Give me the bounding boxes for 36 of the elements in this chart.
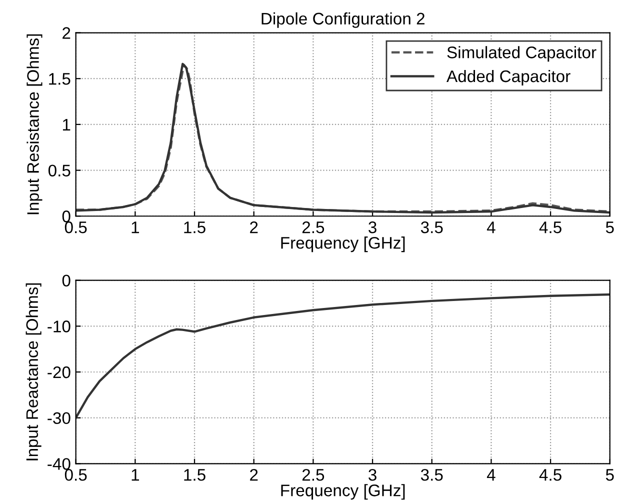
x-tick-label: 1.5	[184, 469, 206, 481]
y-tick-label: 0	[62, 274, 70, 287]
y-tick-label: 1	[62, 119, 70, 130]
x-tick-label: 5	[606, 222, 614, 234]
x-tick-label: 1.5	[184, 222, 206, 234]
x-axis-title: Frequency [GHz]	[281, 236, 405, 252]
x-tick-label: 2.5	[302, 221, 324, 234]
y-tick-label: 2	[62, 27, 70, 39]
x-tick-label: 2	[250, 468, 258, 481]
y-tick-label: -40	[48, 458, 70, 470]
y-tick-label: 1.5	[49, 73, 70, 85]
y-tick-label: 0	[62, 210, 70, 222]
x-axis-title: Frequency [GHz]	[281, 484, 405, 500]
x-tick-label: 4.5	[539, 222, 562, 234]
chart-title: Dipole Configuration 2	[262, 12, 424, 28]
legend-label: Simulated Capacitor	[447, 46, 596, 62]
x-tick-label: 3	[368, 221, 376, 234]
x-tick-label: 4	[486, 222, 496, 234]
x-tick-label: 3.5	[420, 221, 443, 234]
y-tick-label: 0.5	[48, 164, 70, 176]
x-tick-label: 1	[132, 469, 139, 481]
x-tick-label: 4.5	[539, 469, 562, 481]
legend-label: Added Capacitor	[446, 70, 570, 86]
y-axis-title: Input Resistance [Ohms]	[26, 34, 42, 214]
x-tick-label: 4	[486, 469, 496, 481]
y-tick-label: -20	[48, 366, 70, 378]
x-tick-label: 3.5	[420, 468, 443, 481]
y-axis-title: Input Reactance [Ohms]	[26, 283, 42, 460]
x-tick-label: 5	[606, 469, 614, 481]
x-tick-label: 1	[132, 222, 139, 234]
x-tick-label: 2.5	[302, 468, 324, 481]
x-tick-label: 2	[250, 221, 258, 234]
line-series	[76, 293, 610, 419]
x-tick-label: 3	[368, 468, 376, 481]
y-tick-label: -30	[48, 412, 70, 424]
y-tick-label: -10	[48, 320, 70, 332]
